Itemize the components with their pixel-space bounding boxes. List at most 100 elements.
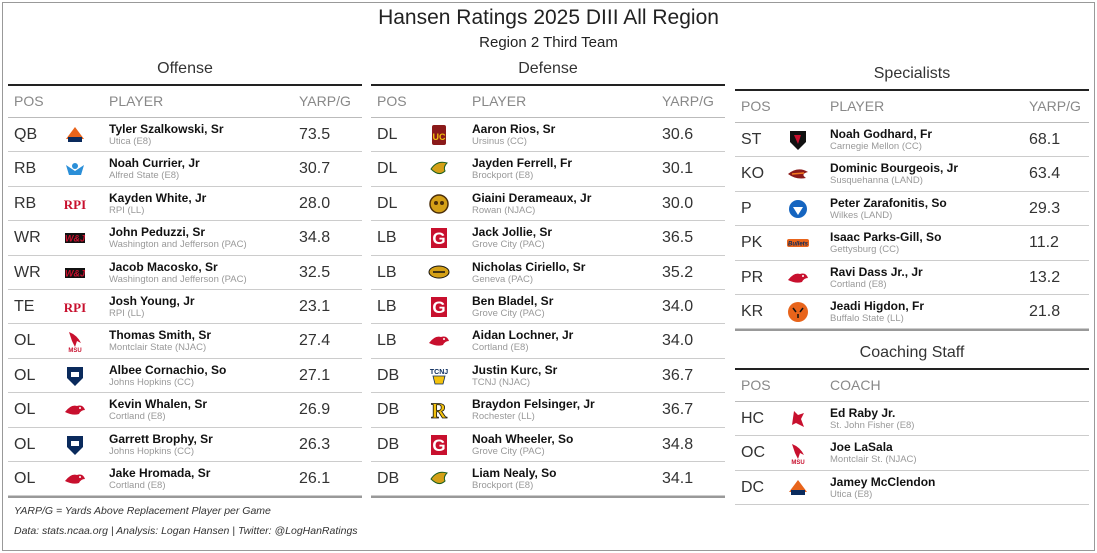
player-name: Kayden White, Jr <box>109 190 207 205</box>
yarp-value: 27.1 <box>299 366 331 384</box>
yarp-value: 26.1 <box>299 469 331 487</box>
position-code: WR <box>14 263 41 281</box>
cortland-red-dragon-logo <box>63 398 87 422</box>
defense-title: Defense <box>518 60 578 77</box>
yarp-value: 26.9 <box>299 401 331 419</box>
yarp-value: 21.8 <box>1029 302 1061 320</box>
brockport-golden-eagle-logo <box>427 157 451 181</box>
position-code: OL <box>14 366 36 384</box>
player-name: Nicholas Ciriello, Sr <box>472 259 586 274</box>
player-name: Justin Kurc, Sr <box>472 362 558 377</box>
svg-text:G: G <box>432 436 445 455</box>
specialists-header: POS PLAYER YARP/G <box>735 91 1089 123</box>
specialists-section: Specialists POS PLAYER YARP/G ST Noah God… <box>735 63 1089 332</box>
player-name: Ben Bladel, Sr <box>472 293 554 308</box>
player-name: Josh Young, Jr <box>109 293 195 308</box>
yarp-value: 30.7 <box>299 160 331 178</box>
coaching-rows: HC Ed Raby Jr. St. John Fisher (E8) OC MSU Jo… <box>735 402 1089 506</box>
position-code: DL <box>377 126 398 143</box>
player-name: Liam Nealy, So <box>472 465 557 480</box>
position-code: RB <box>14 194 37 212</box>
defense-rows: DL UC Aaron Rios, Sr Ursinus (CC) 30.6 DL Jayd… <box>371 118 725 497</box>
specialists-rows: ST Noah Godhard, Fr Carnegie Mellon (CC) 68… <box>735 123 1089 330</box>
school-conference: Montclair State (NJAC) <box>109 342 207 354</box>
position-code: DB <box>377 435 400 453</box>
montclair-red-hawk-logo: MSU <box>786 441 810 466</box>
defense-row: DB G Noah Wheeler, So Grove City (PAC) 34.8 <box>371 428 725 462</box>
offense-row: RB Noah Currier, Jr Alfred State (E8) 30.7 <box>8 152 362 187</box>
brockport-golden-eagle-logo <box>427 467 451 491</box>
yarp-value: 30.6 <box>662 126 694 143</box>
position-code: WR <box>14 229 41 247</box>
offense-header: POS PLAYER YARP/G <box>8 86 362 118</box>
position-code: LB <box>377 332 397 350</box>
rowan-prof-logo <box>427 192 451 216</box>
school-conference: Grove City (PAC) <box>472 307 545 319</box>
school-conference: Washington and Jefferson (PAC) <box>109 273 247 285</box>
school-conference: Cortland (E8) <box>109 479 166 491</box>
position-code: DB <box>377 401 400 419</box>
rochester-r-logo: R <box>427 398 451 424</box>
yarp-value: 32.5 <box>299 263 331 281</box>
coach-name: Ed Raby Jr. <box>830 406 896 420</box>
offense-row: QB Tyler Szalkowski, Sr Utica (E8) 73.5 <box>8 118 362 153</box>
svg-text:MSU: MSU <box>68 348 81 353</box>
yarp-value: 11.2 <box>1029 234 1059 252</box>
page-subtitle: Region 2 Third Team <box>479 34 618 51</box>
position-code: LB <box>377 263 397 281</box>
buffalo-state-bengal-logo <box>786 300 810 324</box>
player-name: Aidan Lochner, Jr <box>472 328 574 343</box>
svg-text:TCNJ: TCNJ <box>430 369 448 376</box>
yarp-value: 23.1 <box>299 297 331 315</box>
defense-row: LB G Jack Jollie, Sr Grove City (PAC) 36.5 <box>371 221 725 256</box>
position-code: KO <box>741 165 765 183</box>
coaching-header: POS COACH <box>735 370 1089 402</box>
school-conference: Rowan (NJAC) <box>472 204 536 216</box>
position-code: P <box>741 199 752 217</box>
grove-city-g-logo: G <box>427 295 451 319</box>
svg-text:MSU: MSU <box>791 460 804 465</box>
offense-row: OL Garrett Brophy, Sr Johns Hopkins (CC) 26… <box>8 428 362 462</box>
position-code: DB <box>377 366 400 384</box>
yarp-value: 13.2 <box>1029 268 1061 286</box>
montclair-red-hawk-logo: MSU <box>63 329 87 354</box>
svg-text:W&J: W&J <box>65 268 86 278</box>
footnote-credits: Data: stats.ncaa.org | Analysis: Logan H… <box>14 525 358 537</box>
defense-row: DB R Braydon Felsinger, Jr Rochester (LL) 36… <box>371 393 725 428</box>
pos-header: POS <box>741 98 771 114</box>
johns-hopkins-logo <box>63 433 87 457</box>
defense-row: DL Giaini Derameaux, Jr Rowan (NJAC) 30.0 <box>371 187 725 222</box>
yarp-value: 36.7 <box>662 366 694 384</box>
geneva-golden-tornadoes-logo <box>427 261 451 285</box>
position-code: RB <box>14 160 37 178</box>
yarp-value: 30.1 <box>662 160 694 178</box>
carnegie-mellon-logo <box>786 128 810 152</box>
player-name: Jacob Macosko, Sr <box>109 259 218 274</box>
yarp-value: 63.4 <box>1029 165 1061 183</box>
st-john-fisher-cardinal-logo <box>786 407 810 431</box>
yarp-value: 26.3 <box>299 435 331 453</box>
coaching-row: DC Jamey McClendon Utica (E8) <box>735 471 1089 506</box>
coaching-section: Coaching Staff POS COACH HC Ed Raby Jr. St… <box>735 342 1089 506</box>
defense-row: DB Liam Nealy, So Brockport (E8) 34.1 <box>371 462 725 497</box>
cortland-red-dragon-logo <box>63 467 87 491</box>
position-code: DL <box>377 160 398 178</box>
coaching-row: OC MSU Joe LaSala Montclair St. (NJAC) <box>735 436 1089 471</box>
defense-row: LB Aidan Lochner, Jr Cortland (E8) 34.0 <box>371 324 725 359</box>
yarp-header: YARP/G <box>1029 98 1081 114</box>
svg-text:RPI: RPI <box>64 197 86 212</box>
specialists-row: ST Noah Godhard, Fr Carnegie Mellon (CC) 68… <box>735 123 1089 158</box>
specialists-row: KO Dominic Bourgeois, Jr Susquehanna (LAND… <box>735 157 1089 192</box>
school-conference: Buffalo State (LL) <box>830 312 904 324</box>
school-conference: Cortland (E8) <box>109 411 166 423</box>
school-conference: RPI (LL) <box>109 307 145 319</box>
player-name: Braydon Felsinger, Jr <box>472 397 595 412</box>
grove-city-g-logo: G <box>427 226 451 250</box>
wj-logo: W&J <box>63 261 87 285</box>
pos-header: POS <box>377 93 407 109</box>
position-code: OL <box>14 435 36 453</box>
grove-city-g-logo: G <box>427 433 451 457</box>
yarp-value: 34.0 <box>662 332 694 350</box>
coach-header: COACH <box>830 377 881 393</box>
offense-row: OL Jake Hromada, Sr Cortland (E8) 26.1 <box>8 462 362 497</box>
